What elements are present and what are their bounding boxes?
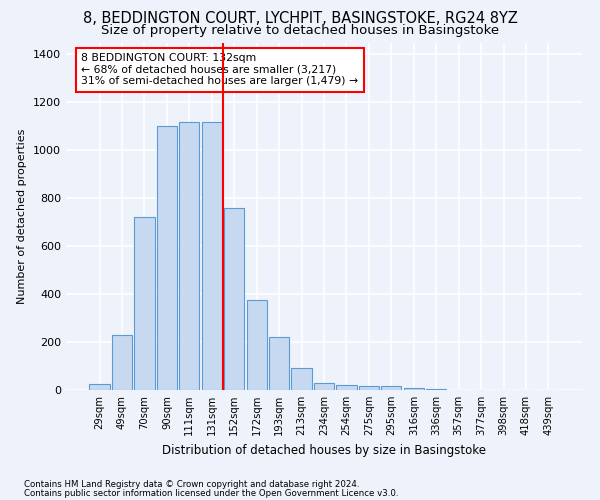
Y-axis label: Number of detached properties: Number of detached properties: [17, 128, 28, 304]
Bar: [359, 386, 379, 390]
Bar: [269, 338, 289, 390]
Text: Size of property relative to detached houses in Basingstoke: Size of property relative to detached ho…: [101, 24, 499, 37]
Bar: [202, 122, 222, 390]
Bar: [314, 383, 334, 390]
Bar: [134, 218, 155, 390]
Text: 8 BEDDINGTON COURT: 132sqm
← 68% of detached houses are smaller (3,217)
31% of s: 8 BEDDINGTON COURT: 132sqm ← 68% of deta…: [82, 53, 359, 86]
Bar: [292, 368, 311, 390]
Bar: [337, 385, 356, 390]
Text: Contains HM Land Registry data © Crown copyright and database right 2024.: Contains HM Land Registry data © Crown c…: [24, 480, 359, 489]
Bar: [426, 389, 446, 390]
Text: 8, BEDDINGTON COURT, LYCHPIT, BASINGSTOKE, RG24 8YZ: 8, BEDDINGTON COURT, LYCHPIT, BASINGSTOK…: [83, 11, 517, 26]
Bar: [89, 384, 110, 390]
Text: Contains public sector information licensed under the Open Government Licence v3: Contains public sector information licen…: [24, 488, 398, 498]
Bar: [157, 126, 177, 390]
Bar: [179, 122, 199, 390]
Bar: [381, 386, 401, 390]
Bar: [247, 300, 267, 390]
Bar: [112, 335, 132, 390]
Bar: [224, 208, 244, 390]
X-axis label: Distribution of detached houses by size in Basingstoke: Distribution of detached houses by size …: [162, 444, 486, 456]
Bar: [404, 388, 424, 390]
